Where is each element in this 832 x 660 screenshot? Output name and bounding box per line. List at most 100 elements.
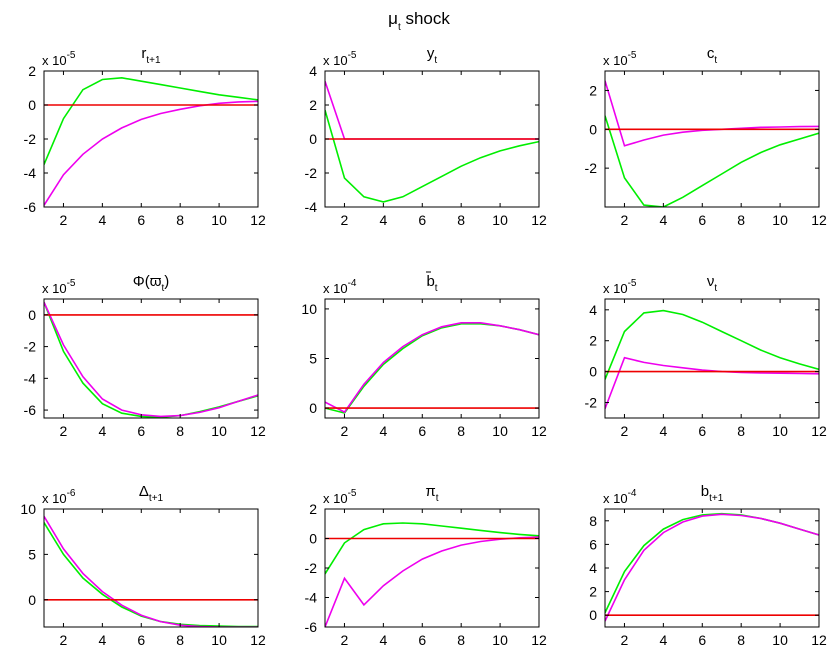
y-tick-label: -2: [585, 395, 598, 411]
subplot-4: 2 4 6 8 10 12 -6 -4 -2 0 x 10-5 Φ(ϖt): [24, 273, 266, 439]
x-tick-label: 10: [772, 212, 788, 228]
series-line-2: [605, 80, 819, 147]
axes-frame: [324, 298, 540, 419]
y-tick-label: 0: [589, 607, 597, 623]
axes-frame: [604, 298, 820, 419]
y-tick-label: -2: [585, 160, 598, 176]
axes-frame: [43, 298, 259, 419]
subplot-1: 2 4 6 8 10 12 -6 -4 -2 0 2 x 10-5 rt+1: [24, 45, 266, 228]
subplot-2: 2 4 6 8 10 12 -4 -2 0 2 4 x 10-5 yt: [305, 45, 547, 228]
axis-exponent: x 10-5: [42, 278, 76, 296]
x-tick-label: 10: [211, 423, 227, 439]
subplot-3: 2 4 6 8 10 12 -2 0 2 x 10-5 ct: [585, 45, 827, 228]
series-line-2: [44, 301, 258, 418]
panel-title: Δt+1: [139, 483, 164, 504]
y-tick-label: -4: [24, 370, 37, 386]
x-tick-label: 8: [176, 632, 184, 648]
x-tick-label: 8: [176, 423, 184, 439]
series-line-1: [605, 309, 819, 380]
axis-exponent: x 10-5: [42, 50, 76, 68]
series-line-2: [44, 100, 258, 206]
y-tick-label: 0: [28, 592, 36, 608]
panel-title: ct: [707, 45, 718, 66]
panel-title: yt: [427, 45, 438, 66]
y-tick-label: 2: [589, 333, 597, 349]
series-line-1: [44, 76, 258, 165]
y-tick-label: 8: [589, 513, 597, 529]
x-tick-label: 12: [811, 212, 827, 228]
axes-frame: [43, 70, 259, 208]
y-tick-label: -4: [305, 199, 318, 215]
x-tick-label: 12: [811, 632, 827, 648]
y-tick-label: 4: [589, 302, 597, 318]
panel-title: Φ(ϖt): [133, 273, 169, 294]
y-tick-label: -2: [24, 131, 37, 147]
x-tick-label: 2: [341, 212, 349, 228]
y-tick-label: -6: [305, 619, 318, 635]
series-line-2: [325, 80, 539, 140]
axis-exponent: x 10-5: [603, 50, 637, 68]
x-tick-label: 6: [137, 423, 145, 439]
y-tick-label: 0: [309, 531, 317, 547]
x-tick-label: 2: [60, 632, 68, 648]
x-tick-label: 8: [737, 423, 745, 439]
axis-exponent: x 10-5: [323, 488, 357, 506]
x-tick-label: 10: [772, 632, 788, 648]
x-tick-label: 6: [418, 423, 426, 439]
x-tick-label: 8: [737, 632, 745, 648]
series-line-2: [325, 321, 539, 414]
series-line-1: [44, 522, 258, 627]
panel-title: bt: [426, 273, 437, 294]
x-tick-label: 6: [698, 632, 706, 648]
series-line-2: [44, 515, 258, 627]
x-tick-label: 2: [621, 632, 629, 648]
axis-exponent: x 10-5: [323, 50, 357, 68]
y-tick-label: -2: [24, 339, 37, 355]
y-tick-label: 5: [309, 351, 317, 367]
series-line-1: [325, 109, 539, 203]
axes-frame: [604, 508, 820, 628]
x-tick-label: 6: [418, 212, 426, 228]
y-tick-label: 5: [28, 546, 36, 562]
series-line-2: [605, 513, 819, 622]
y-tick-label: 0: [28, 97, 36, 113]
x-tick-label: 6: [418, 632, 426, 648]
x-tick-label: 12: [250, 212, 266, 228]
x-tick-label: 4: [379, 423, 387, 439]
y-tick-label: 0: [589, 364, 597, 380]
axes-frame: [43, 508, 259, 628]
axes-frame: [604, 70, 820, 208]
x-tick-label: 2: [621, 212, 629, 228]
x-tick-label: 4: [659, 423, 667, 439]
y-tick-label: 0: [28, 307, 36, 323]
y-tick-label: -4: [305, 590, 318, 606]
series-line-2: [605, 356, 819, 409]
x-tick-label: 12: [531, 212, 547, 228]
x-tick-label: 4: [379, 212, 387, 228]
x-tick-label: 4: [98, 632, 106, 648]
x-tick-label: 12: [250, 632, 266, 648]
y-tick-label: 6: [589, 536, 597, 552]
x-tick-label: 10: [492, 632, 508, 648]
x-tick-label: 6: [698, 423, 706, 439]
x-tick-label: 10: [492, 212, 508, 228]
y-tick-label: 2: [589, 82, 597, 98]
y-tick-label: 4: [309, 63, 317, 79]
x-tick-label: 12: [531, 423, 547, 439]
x-tick-label: 4: [98, 423, 106, 439]
axis-exponent: x 10-4: [323, 278, 357, 296]
subplot-8: 2 4 6 8 10 12 -6 -4 -2 0 2 x 10-5 πt: [305, 483, 547, 648]
x-tick-label: 2: [60, 423, 68, 439]
x-tick-label: 2: [621, 423, 629, 439]
y-tick-label: -6: [24, 402, 37, 418]
panel-title: πt: [425, 483, 438, 504]
subplot-7: 2 4 6 8 10 12 0 5 10 x 10-6 Δt+1: [20, 483, 266, 648]
axis-exponent: x 10-5: [603, 278, 637, 296]
series-line-1: [44, 301, 258, 418]
series-line-1: [325, 322, 539, 414]
x-tick-label: 6: [698, 212, 706, 228]
y-tick-label: -6: [24, 199, 37, 215]
x-tick-label: 12: [811, 423, 827, 439]
series-line-1: [325, 522, 539, 575]
x-tick-label: 10: [772, 423, 788, 439]
